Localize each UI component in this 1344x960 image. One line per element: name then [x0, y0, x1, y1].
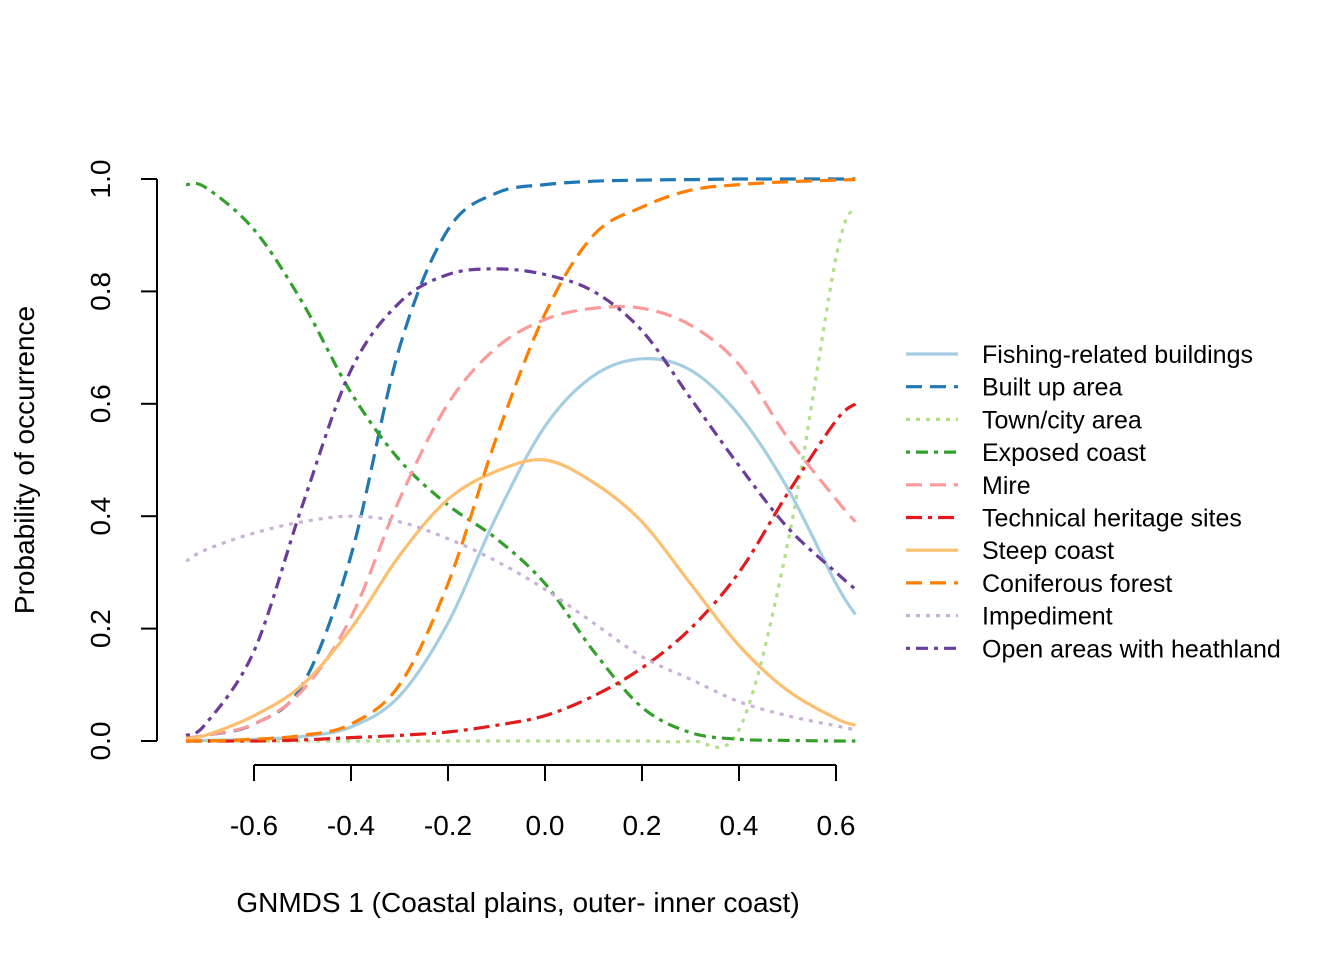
series-line-3 — [186, 206, 857, 749]
y-tick-label: 0.4 — [85, 497, 116, 536]
legend-label: Open areas with heathland — [982, 635, 1281, 663]
legend-label: Technical heritage sites — [982, 505, 1242, 533]
series-line-10 — [185, 267, 857, 737]
series-line-8 — [186, 178, 856, 743]
x-tick-label: 0.2 — [623, 810, 662, 841]
x-tick-label: 0.4 — [720, 810, 759, 841]
x-axis-title: GNMDS 1 (Coastal plains, outer- inner co… — [236, 887, 799, 918]
series-line-6 — [186, 402, 857, 743]
y-tick-label: 0.2 — [85, 609, 116, 648]
legend-label: Town/city area — [982, 406, 1142, 434]
legend-label: Coniferous forest — [982, 570, 1172, 598]
series-line-5 — [185, 304, 857, 740]
x-tick-label: -0.2 — [424, 810, 472, 841]
y-tick-label: 0.8 — [85, 272, 116, 311]
x-axis: -0.6 -0.4 -0.2 0.0 0.2 0.4 0.6 — [230, 764, 856, 841]
x-tick-label: -0.6 — [230, 810, 278, 841]
y-axis: 0.0 0.2 0.4 0.6 0.8 1.0 — [85, 160, 158, 761]
y-tick-label: 0.6 — [85, 384, 116, 423]
legend-label: Fishing-related buildings — [982, 341, 1253, 369]
curves-layer — [185, 177, 857, 749]
y-axis-title: Probability of occurrence — [9, 306, 40, 614]
y-tick-label: 1.0 — [85, 160, 116, 199]
series-line-2 — [185, 177, 856, 740]
x-tick-label: 0.6 — [817, 810, 856, 841]
series-line-7 — [185, 458, 856, 740]
x-tick-label: 0.0 — [526, 810, 565, 841]
legend-label: Built up area — [982, 374, 1122, 402]
y-tick-label: 0.0 — [85, 722, 116, 761]
legend-label: Steep coast — [982, 537, 1114, 565]
legend-label: Mire — [982, 472, 1031, 500]
series-line-9 — [185, 514, 856, 732]
legend-label: Exposed coast — [982, 439, 1146, 467]
legend: Fishing-related buildings Built up area To… — [906, 341, 1281, 663]
series-line-4 — [185, 181, 856, 743]
x-tick-label: -0.4 — [327, 810, 375, 841]
legend-label: Impediment — [982, 603, 1113, 631]
